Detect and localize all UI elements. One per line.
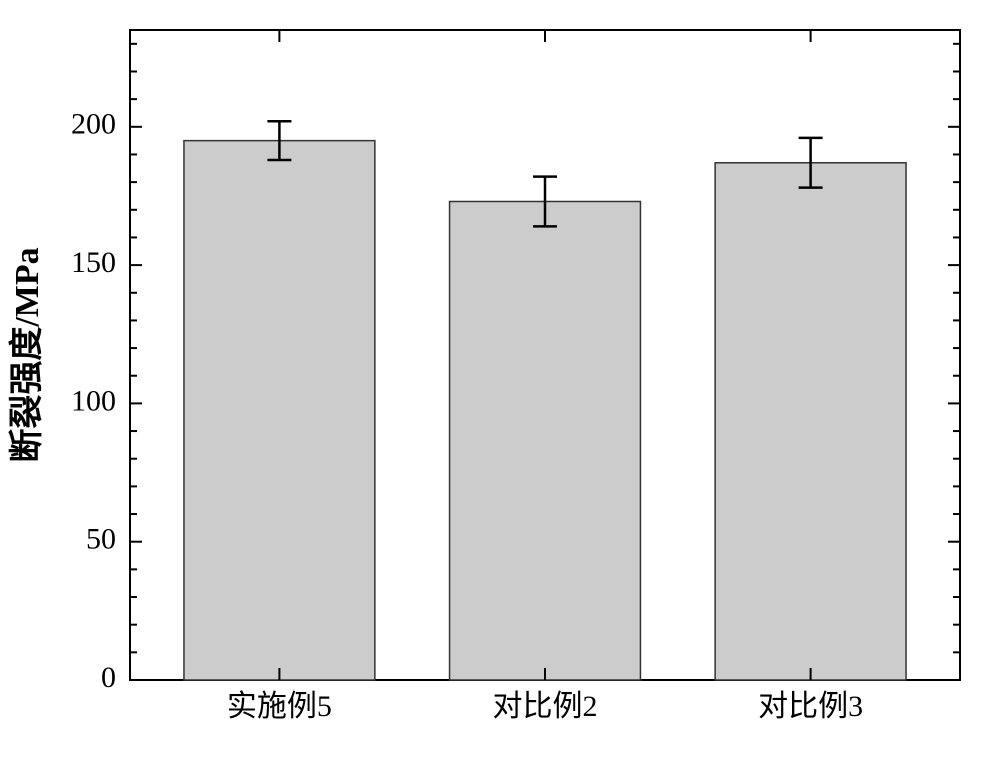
bar-chart: 0 50 100 150 200 断裂强度/MPa 实施例5 对比例2 对比例3: [0, 0, 1000, 764]
x-category-label: 对比例3: [758, 690, 863, 723]
y-tick-label: 100: [71, 384, 116, 417]
y-tick-label: 200: [71, 108, 116, 141]
bar: [715, 163, 906, 680]
y-tick-label: 150: [71, 246, 116, 279]
x-category-label: 对比例2: [493, 690, 598, 723]
y-axis-title: 断裂强度/MPa: [8, 247, 46, 462]
y-tick-label: 50: [86, 523, 116, 556]
bar: [450, 201, 641, 680]
x-category-label: 实施例5: [227, 690, 332, 723]
chart-svg: 0 50 100 150 200 断裂强度/MPa 实施例5 对比例2 对比例3: [0, 0, 1000, 764]
bar: [184, 141, 375, 680]
y-tick-label: 0: [101, 661, 116, 694]
